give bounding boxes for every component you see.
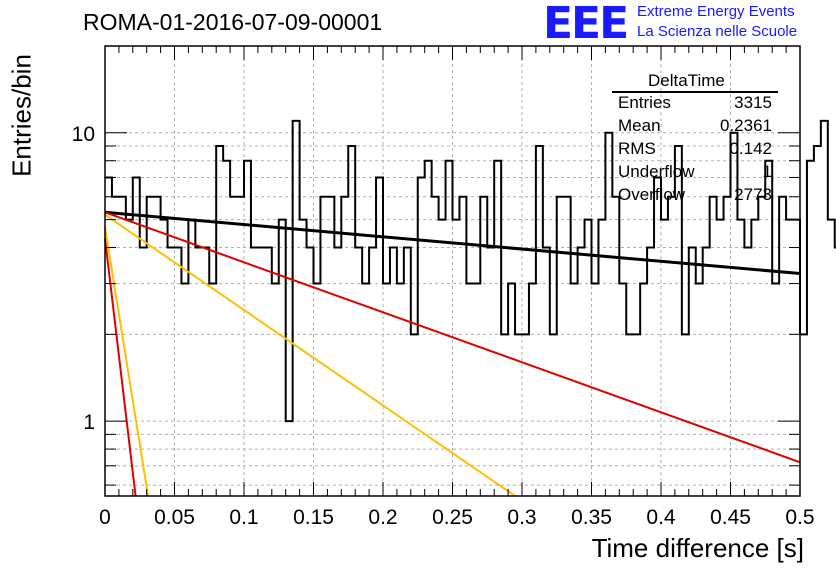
axes (104, 45, 801, 497)
x-tick-label: 0.5 (785, 506, 814, 529)
x-tick-label: 0.1 (229, 506, 258, 529)
stats-title: DeltaTime (648, 71, 725, 90)
fit-line-4 (104, 227, 150, 497)
stats-key-entries: Entries (618, 93, 671, 112)
stats-value-entries: 3315 (734, 93, 772, 112)
x-tick-label: 0.45 (710, 506, 751, 529)
fit-line-0 (104, 210, 801, 276)
stats-value-overflow: 2773 (734, 185, 772, 204)
stats-key-overflow: Overflow (618, 185, 686, 204)
x-tick-label: 0.4 (646, 506, 676, 529)
fit-line-3 (104, 238, 137, 497)
histogram-steps (105, 119, 836, 423)
logo-line2: La Scienza nelle Scuole (637, 23, 798, 40)
x-tick-label: 0.35 (571, 506, 612, 529)
stats-key-underflow: Underflow (618, 162, 695, 181)
x-tick-label: 0.2 (368, 506, 397, 529)
logo-line1: Extreme Energy Events (637, 3, 795, 20)
y-tick-label: 1 (83, 411, 95, 434)
eee-logo: EEE (543, 0, 629, 49)
histogram (105, 119, 836, 423)
plot-frame (104, 45, 801, 497)
fit-line-2 (104, 213, 516, 497)
y-tick-label: 10 (72, 123, 95, 146)
fit-lines (104, 210, 801, 497)
y-axis-label: Entries/bin (6, 54, 37, 177)
x-tick-label: 0 (99, 506, 111, 529)
stats-key-mean: Mean (618, 116, 661, 135)
fit-line-1 (104, 211, 801, 464)
x-tick-label: 0.15 (293, 506, 334, 529)
stats-value-mean: 0.2361 (720, 116, 772, 135)
x-tick-label: 0.05 (154, 506, 195, 529)
stats-value-rms: 0.142 (729, 139, 772, 158)
x-axis-label: Time difference [s] (591, 533, 804, 563)
stats-divider (612, 91, 778, 93)
stats-value-underflow: 1 (762, 162, 772, 181)
stats-key-rms: RMS (618, 139, 656, 158)
x-tick-label: 0.3 (507, 506, 536, 529)
page-title: ROMA-01-2016-07-09-00001 (83, 9, 383, 35)
x-tick-label: 0.25 (432, 506, 473, 529)
tick-labels: 0 0.05 0.1 0.15 0.2 0.25 0.3 0.35 0.4 0.45 0.5 1 10 (72, 123, 815, 529)
